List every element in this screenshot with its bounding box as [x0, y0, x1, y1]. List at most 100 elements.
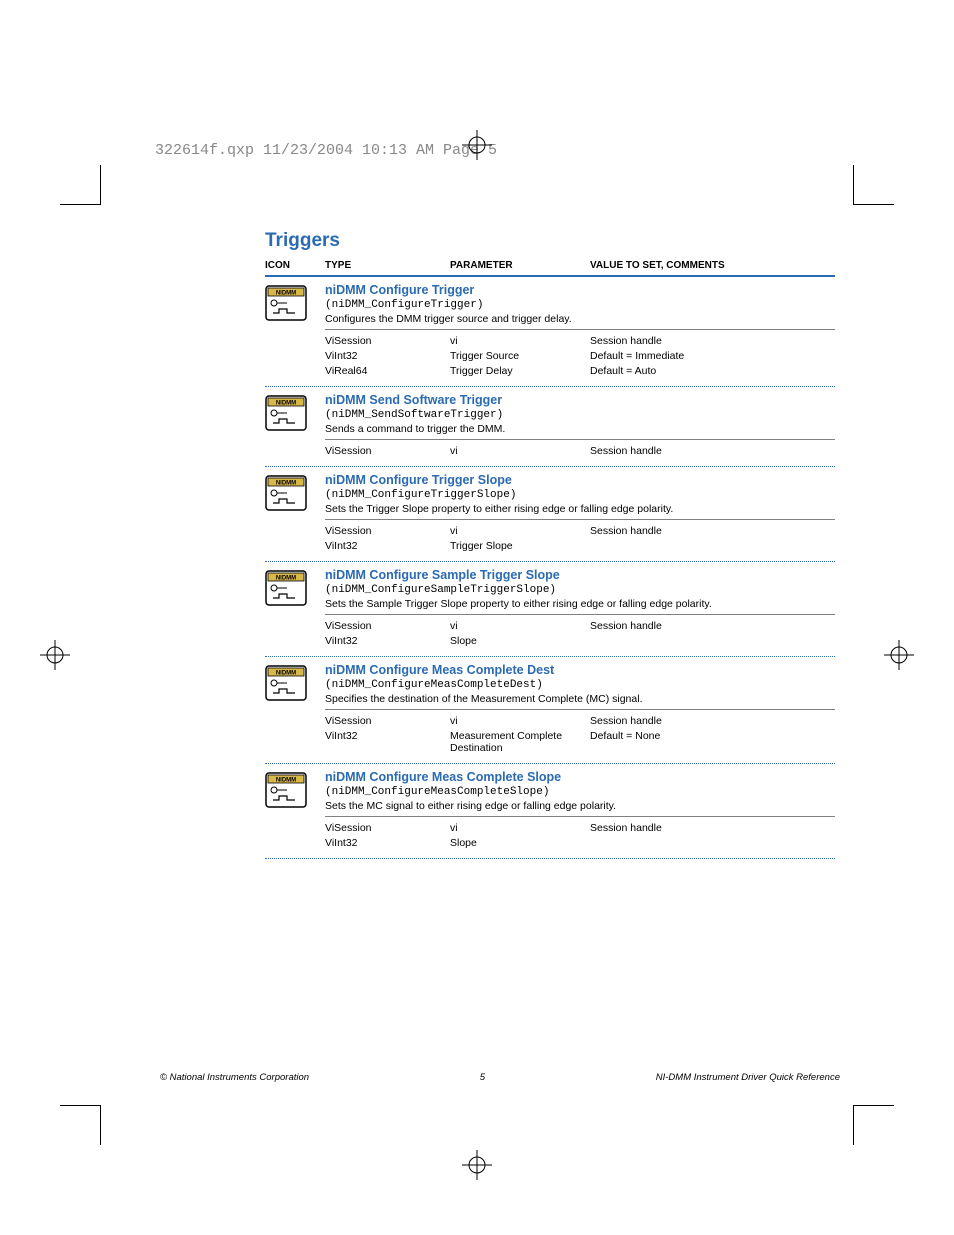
function-header-row: NIDMM niDMM Send Software Trigger (niDMM_… — [265, 393, 835, 439]
parameter-type: ViInt32 — [325, 837, 450, 849]
function-cname: (niDMM_SendSoftwareTrigger) — [325, 409, 835, 421]
function-cname: (niDMM_ConfigureTrigger) — [325, 299, 835, 311]
parameter-name: vi — [450, 525, 590, 537]
registration-mark-icon — [462, 1150, 492, 1180]
registration-mark-icon — [462, 130, 492, 160]
svg-text:NIDMM: NIDMM — [276, 291, 296, 297]
function-title: niDMM Configure Meas Complete Dest — [325, 663, 835, 677]
function-header-row: NIDMM niDMM Configure Trigger(niDMM_Conf… — [265, 283, 835, 329]
parameter-row: ViSessionviSession handle — [325, 620, 835, 632]
crop-mark — [60, 1105, 100, 1106]
footer-page-number: 5 — [480, 1072, 485, 1083]
parameter-value: Session handle — [590, 715, 835, 727]
function-block: NIDMM niDMM Send Software Trigger (niDMM_… — [265, 393, 835, 462]
print-header-line: 322614f.qxp 11/23/2004 10:13 AM Page 5 — [155, 142, 497, 159]
parameter-type: ViInt32 — [325, 540, 450, 552]
svg-text:NIDMM: NIDMM — [276, 576, 296, 582]
svg-text:NIDMM: NIDMM — [276, 671, 296, 677]
function-header-row: NIDMM niDMM Configure Sample Trigger Slo… — [265, 568, 835, 614]
svg-text:NIDMM: NIDMM — [276, 481, 296, 487]
function-cname: (niDMM_ConfigureSampleTriggerSlope) — [325, 584, 835, 596]
parameter-value: Session handle — [590, 445, 835, 457]
column-header-parameter: PARAMETER — [450, 260, 590, 271]
parameter-row: ViInt32Trigger Slope — [325, 540, 835, 552]
function-block: NIDMM niDMM Configure Meas Complete Slop… — [265, 770, 835, 854]
parameter-name: Slope — [450, 837, 590, 849]
function-cname: (niDMM_ConfigureTriggerSlope) — [325, 489, 835, 501]
nidmm-icon: NIDMM — [265, 568, 325, 614]
parameter-row: ViSessionviSession handle — [325, 822, 835, 834]
parameter-row: ViInt32Slope — [325, 635, 835, 647]
function-block: NIDMM niDMM Configure Trigger Slope (niDM… — [265, 473, 835, 557]
parameter-row: ViSessionviSession handle — [325, 445, 835, 457]
parameter-name: Slope — [450, 635, 590, 647]
parameter-group: ViSessionviSession handle ViInt32Slope — [325, 614, 835, 652]
parameter-group: ViSessionviSession handleViInt32Measurem… — [325, 709, 835, 759]
function-description: Specifies the destination of the Measure… — [325, 693, 835, 705]
crop-mark — [854, 1105, 894, 1106]
function-cname: (niDMM_ConfigureMeasCompleteDest) — [325, 679, 835, 691]
function-cname: (niDMM_ConfigureMeasCompleteSlope) — [325, 786, 835, 798]
parameter-name: vi — [450, 715, 590, 727]
parameter-type: ViInt32 — [325, 635, 450, 647]
nidmm-icon: NIDMM — [265, 663, 325, 709]
parameter-value: Session handle — [590, 822, 835, 834]
parameter-name: vi — [450, 620, 590, 632]
function-title: niDMM Configure Sample Trigger Slope — [325, 568, 835, 582]
parameter-group: ViSessionviSession handle — [325, 439, 835, 462]
function-info: niDMM Configure Sample Trigger Slope (niD… — [325, 568, 835, 614]
parameter-row: ViSessionviSession handle — [325, 335, 835, 347]
parameter-value: Default = None — [590, 730, 835, 754]
parameter-row: ViInt32Trigger SourceDefault = Immediate — [325, 350, 835, 362]
page-content: Triggers ICON TYPE PARAMETER VALUE TO SE… — [265, 230, 835, 865]
dotted-separator — [265, 858, 835, 859]
function-description: Sends a command to trigger the DMM. — [325, 423, 835, 435]
dotted-separator — [265, 561, 835, 562]
parameter-row: ViReal64Trigger DelayDefault = Auto — [325, 365, 835, 377]
parameter-type: ViSession — [325, 335, 450, 347]
parameter-name: Measurement Complete Destination — [450, 730, 590, 754]
column-header-icon: ICON — [265, 260, 325, 271]
section-title: Triggers — [265, 230, 835, 252]
parameter-group: ViSessionviSession handle ViInt32Trigger … — [325, 329, 835, 382]
function-title: niDMM Configure Meas Complete Slope — [325, 770, 835, 784]
crop-mark — [100, 165, 101, 205]
function-description: Sets the MC signal to either rising edge… — [325, 800, 835, 812]
parameter-value — [590, 635, 835, 647]
parameter-group: ViSessionviSession handle ViInt32Slope — [325, 816, 835, 854]
table-header-row: ICON TYPE PARAMETER VALUE TO SET, COMMEN… — [265, 260, 835, 277]
parameter-row: ViInt32Slope — [325, 837, 835, 849]
parameter-type: ViReal64 — [325, 365, 450, 377]
parameter-type: ViSession — [325, 525, 450, 537]
parameter-name: vi — [450, 445, 590, 457]
parameter-type: ViSession — [325, 715, 450, 727]
function-description: Sets the Sample Trigger Slope property t… — [325, 598, 835, 610]
function-title: niDMM Send Software Trigger — [325, 393, 835, 407]
nidmm-icon: NIDMM — [265, 770, 325, 816]
parameter-value: Default = Auto — [590, 365, 835, 377]
nidmm-icon: NIDMM — [265, 393, 325, 439]
page-footer: © National Instruments Corporation 5 NI-… — [160, 1072, 840, 1083]
footer-copyright: © National Instruments Corporation — [160, 1072, 309, 1083]
parameter-group: ViSessionviSession handle ViInt32Trigger … — [325, 519, 835, 557]
function-header-row: NIDMM niDMM Configure Meas Complete Dest… — [265, 663, 835, 709]
function-description: Configures the DMM trigger source and tr… — [325, 313, 835, 325]
crop-mark — [100, 1105, 101, 1145]
crop-mark — [60, 204, 100, 205]
parameter-row: ViSessionviSession handle — [325, 525, 835, 537]
function-block: NIDMM niDMM Configure Sample Trigger Slo… — [265, 568, 835, 652]
parameter-name: vi — [450, 335, 590, 347]
parameter-value — [590, 837, 835, 849]
parameter-type: ViInt32 — [325, 350, 450, 362]
dotted-separator — [265, 763, 835, 764]
parameter-name: Trigger Slope — [450, 540, 590, 552]
registration-mark-icon — [40, 640, 70, 670]
dotted-separator — [265, 656, 835, 657]
svg-text:NIDMM: NIDMM — [276, 778, 296, 784]
parameter-name: Trigger Delay — [450, 365, 590, 377]
function-info: niDMM Configure Meas Complete Slope (niDM… — [325, 770, 835, 816]
function-title: niDMM Configure Trigger Slope — [325, 473, 835, 487]
function-info: niDMM Send Software Trigger (niDMM_SendSo… — [325, 393, 835, 439]
crop-mark — [853, 1105, 854, 1145]
parameter-value: Session handle — [590, 620, 835, 632]
